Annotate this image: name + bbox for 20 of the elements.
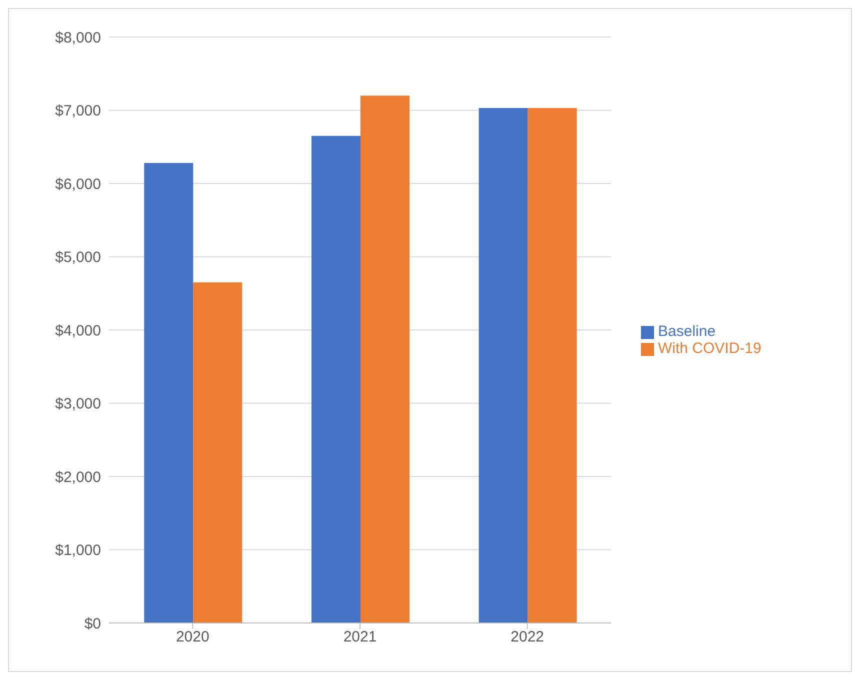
y-tick-label: $7,000 — [55, 102, 101, 120]
bar — [193, 282, 242, 623]
y-tick-label: $3,000 — [55, 396, 101, 413]
x-tick-label: 2020 — [176, 628, 210, 646]
bar — [528, 108, 577, 623]
y-tick-label: $2,000 — [55, 468, 101, 486]
legend-label: Baseline — [658, 323, 716, 340]
y-tick-label: $5,000 — [55, 249, 101, 266]
bar — [311, 136, 360, 623]
y-tick-label: $1,000 — [55, 542, 101, 560]
x-tick-label: 2021 — [343, 628, 377, 646]
x-tick-label: 2022 — [510, 628, 544, 646]
bar — [478, 108, 528, 623]
y-tick-label: $0 — [84, 615, 101, 632]
legend-label: With COVID-19 — [658, 340, 762, 357]
y-tick-label: $4,000 — [55, 322, 101, 340]
bar — [144, 162, 194, 623]
y-tick-label: $8,000 — [55, 29, 101, 46]
y-tick-label: $6,000 — [55, 176, 101, 193]
bar — [360, 96, 410, 623]
